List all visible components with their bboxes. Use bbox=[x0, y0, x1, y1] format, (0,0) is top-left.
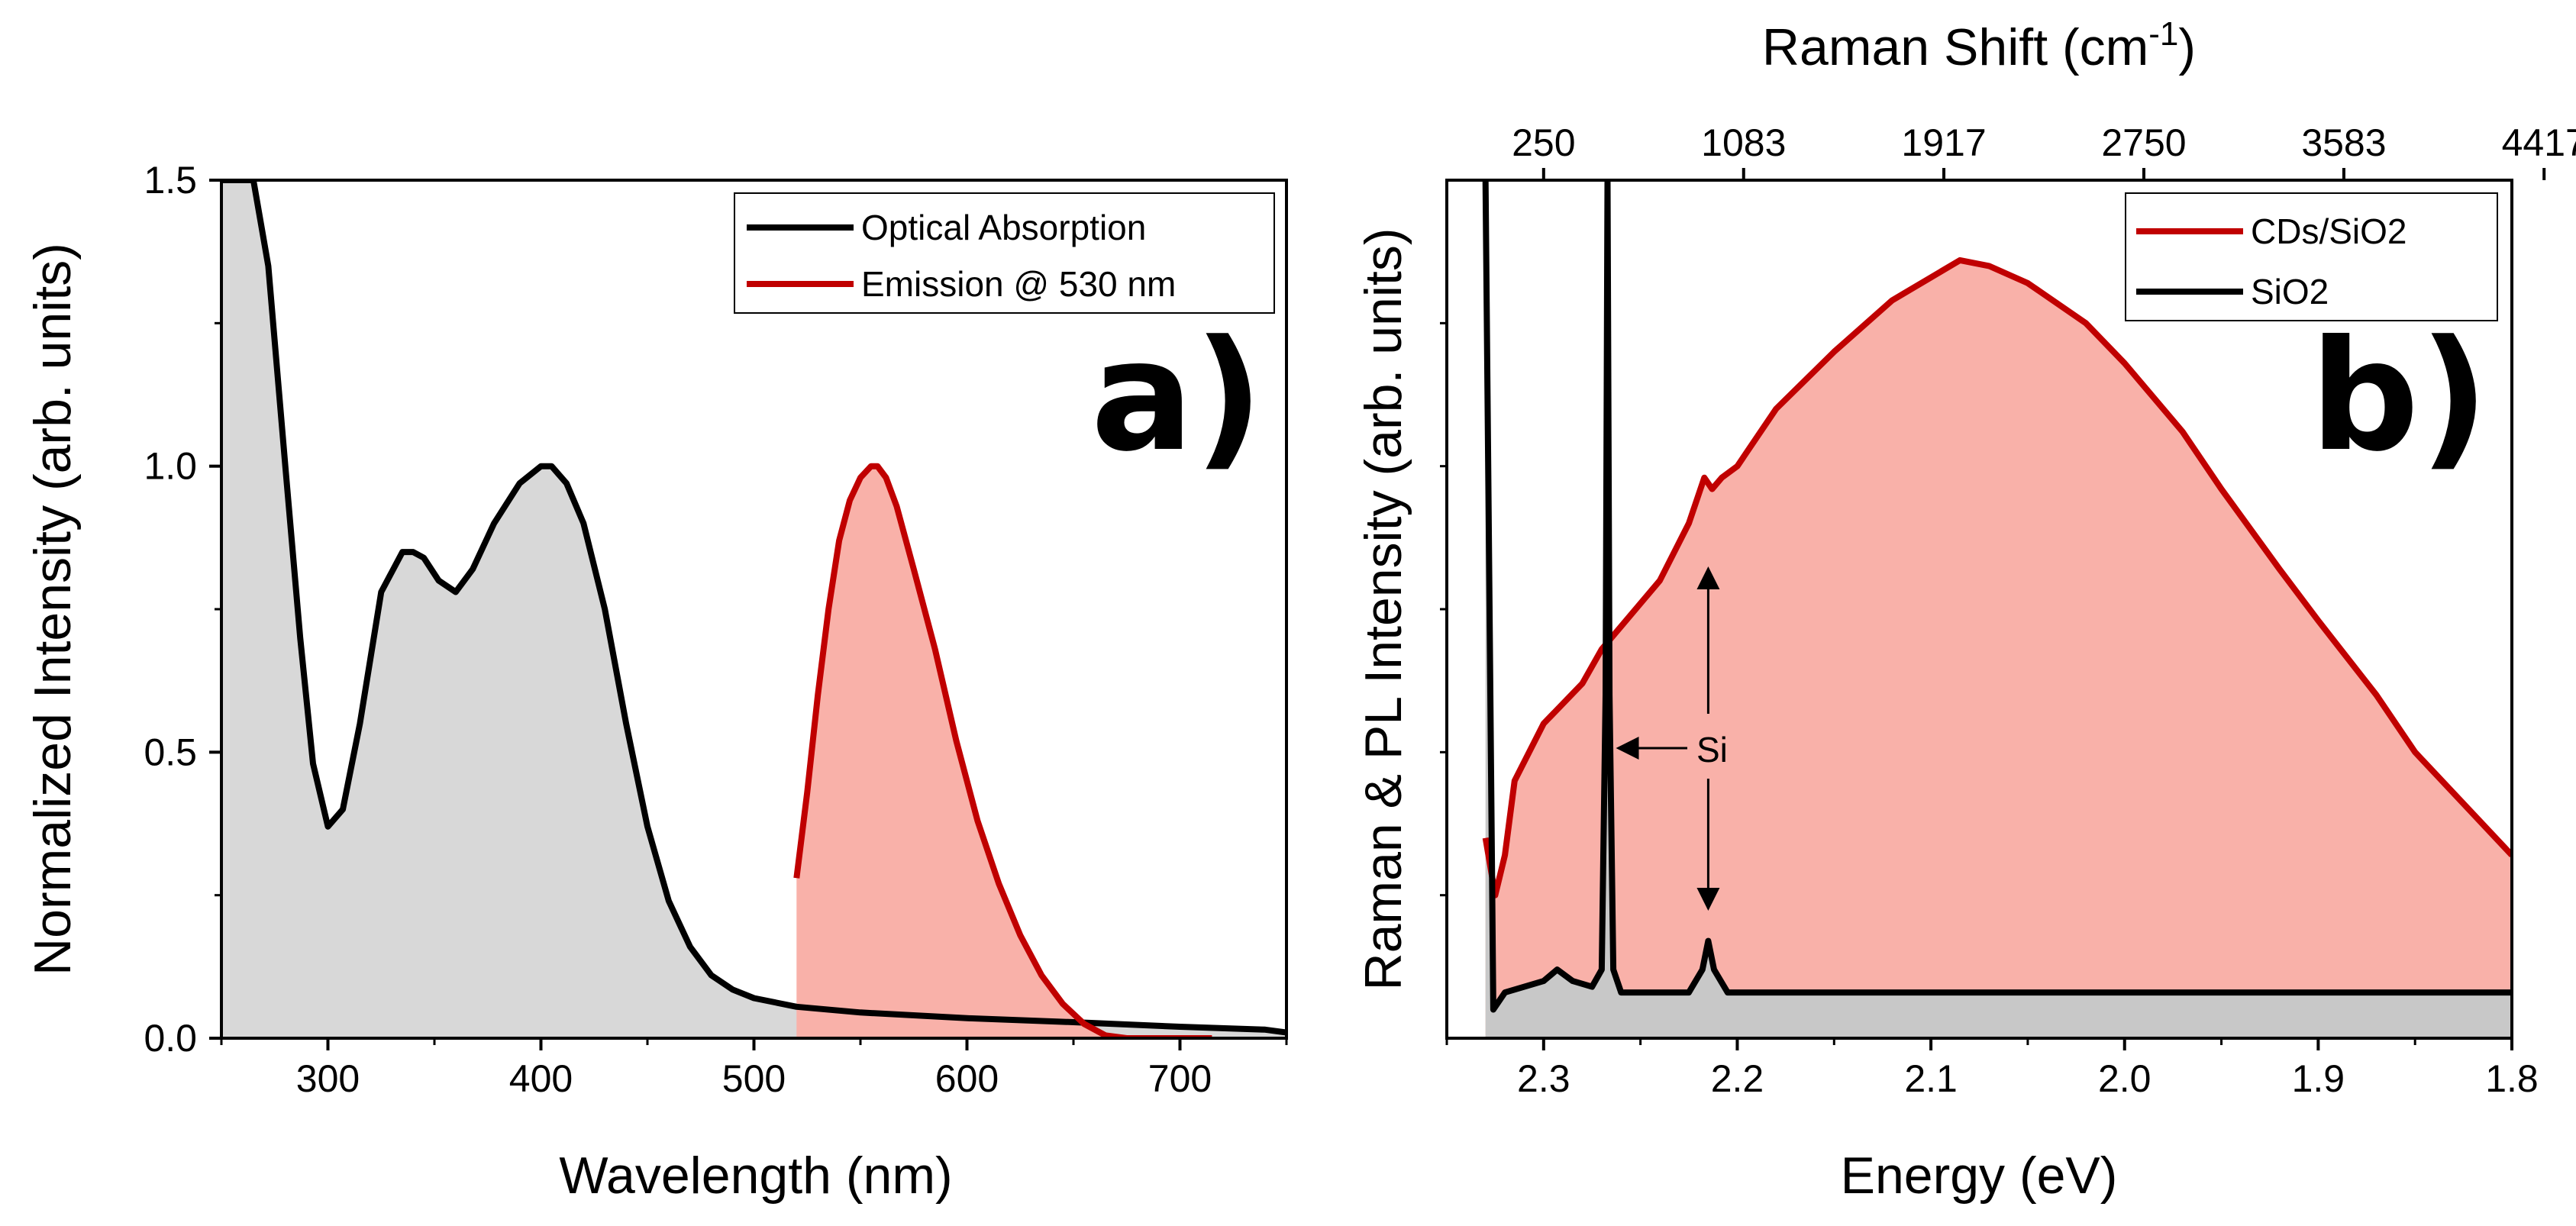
panel-a-x-tick-label: 300 bbox=[296, 1057, 360, 1100]
panel-b-series-1-line bbox=[1482, 180, 2512, 1013]
si-annotation-label: Si bbox=[1696, 730, 1728, 769]
panel-b-series-0-line bbox=[1482, 256, 2512, 899]
panel-a-y-tick-label: 0.0 bbox=[144, 1017, 197, 1060]
panel-b-x-tick-label: 2.0 bbox=[2098, 1057, 2152, 1100]
panel-a-legend-box bbox=[734, 192, 1275, 314]
panel-b-x-tick-label: 2.1 bbox=[1904, 1057, 1958, 1100]
panel-b-x-tick-label: 2.3 bbox=[1517, 1057, 1570, 1100]
panel-b-legend-box bbox=[2125, 192, 2498, 321]
panel-a-series-1-line bbox=[793, 463, 1212, 1038]
panel-a-x-tick-label: 600 bbox=[935, 1057, 999, 1100]
panel-b-legend-label-sio2: SiO2 bbox=[2251, 272, 2329, 311]
panel-b-top-tick-label: 4417 bbox=[2502, 121, 2576, 164]
panel-b-label: b) bbox=[2310, 308, 2489, 486]
panel-a-series-1-fill bbox=[796, 466, 1212, 1038]
panel-b-x-axis-label: Energy (eV) bbox=[1841, 1147, 2118, 1205]
panel-a: 300 400 500 600 700 0.0 0.5 1.0 1.5 Wavelength … bbox=[24, 159, 1288, 1205]
panel-b-series-0-fill bbox=[1485, 260, 2512, 1038]
panel-a-legend-label-absorption: Optical Absorption bbox=[861, 208, 1146, 247]
panel-b-x-tick-label: 1.9 bbox=[2292, 1057, 2345, 1100]
panel-a-x-axis-label: Wavelength (nm) bbox=[559, 1147, 952, 1205]
panel-a-y-axis-label: Normalized Intensity (arb. units) bbox=[24, 243, 82, 976]
panel-b-legend-label-cds: CDs/SiO2 bbox=[2251, 211, 2407, 251]
panel-a-label: a) bbox=[1091, 308, 1264, 486]
panel-b-x-tick-label: 1.8 bbox=[2485, 1057, 2539, 1100]
panel-a-legend-label-emission: Emission @ 530 nm bbox=[861, 264, 1176, 304]
panel-b-top-tick-label: 1083 bbox=[1701, 121, 1786, 164]
panel-b-x-tick-label: 2.2 bbox=[1711, 1057, 1764, 1100]
panel-b-top-tick-label: 3583 bbox=[2301, 121, 2386, 164]
panel-b-top-x-axis-label-base: Raman Shift (cm bbox=[1762, 18, 2148, 76]
panel-a-y-tick-label: 0.5 bbox=[144, 731, 197, 773]
si-annotation: Si bbox=[1616, 566, 1728, 911]
panel-b-top-tick-label: 250 bbox=[1512, 121, 1575, 164]
panel-b-top-tick-label: 2750 bbox=[2101, 121, 2186, 164]
panel-a-series-0-fill bbox=[221, 180, 1286, 1038]
panel-a-x-tick-label: 500 bbox=[722, 1057, 786, 1100]
panel-a-x-tick-label: 400 bbox=[509, 1057, 573, 1100]
panel-a-legend: Optical Absorption Emission @ 530 nm bbox=[734, 192, 1275, 314]
panel-a-x-tick-label: 700 bbox=[1148, 1057, 1212, 1100]
panel-b-legend: CDs/SiO2 SiO2 bbox=[2125, 192, 2498, 321]
panel-a-series-0-line bbox=[221, 180, 1286, 1036]
panel-b-top-x-axis-label-close: ) bbox=[2178, 18, 2196, 76]
panel-b-top-x-axis-label-sup: -1 bbox=[2148, 15, 2178, 53]
panel-b-y-axis-label: Raman & PL Intensity (arb. units) bbox=[1354, 227, 1412, 990]
panel-b: 2.3 2.2 2.1 2.0 1.9 1.8 250 1083 1917 2750 3583 44… bbox=[1354, 15, 2576, 1205]
panel-b-top-x-axis-label: Raman Shift (cm-1) bbox=[1762, 15, 2196, 76]
panel-a-y-tick-label: 1.5 bbox=[144, 159, 197, 202]
panel-a-y-tick-label: 1.0 bbox=[144, 445, 197, 488]
panel-b-top-tick-label: 1917 bbox=[1901, 121, 1986, 164]
